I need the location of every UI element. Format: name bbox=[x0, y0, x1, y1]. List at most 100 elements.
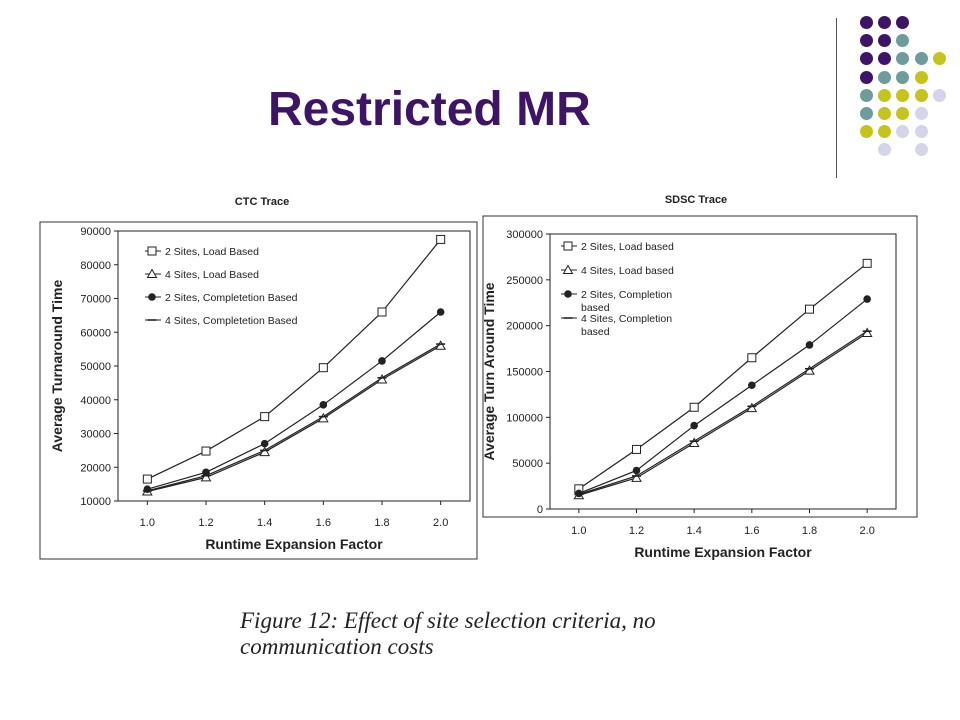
legend-entry-label: 4 Sites, Load based bbox=[581, 265, 674, 277]
series-1-point bbox=[377, 307, 387, 317]
decorative-dot-teal bbox=[860, 88, 873, 102]
sdsc-trace-chart: SDSC Trace 0 50000 100000 150000 200000 250000… bbox=[481, 185, 923, 580]
decorative-dot-teal bbox=[914, 52, 928, 66]
series-line-1 bbox=[147, 239, 442, 480]
y-tick-label: 90000 bbox=[80, 226, 111, 238]
series-1-point bbox=[318, 363, 328, 373]
series-3-point bbox=[863, 295, 871, 303]
sdsc-trace-chart-svg: SDSC Trace 0 50000 100000 150000 200000 250000… bbox=[481, 194, 918, 560]
y-tick-label: 70000 bbox=[80, 294, 111, 306]
legend-marker bbox=[563, 241, 573, 251]
x-tick-label: 1.6 bbox=[316, 517, 331, 529]
decorative-divider-line bbox=[836, 18, 837, 178]
y-tick-label: 50000 bbox=[512, 458, 543, 470]
decorative-dot-olive bbox=[932, 52, 946, 66]
decorative-dot-teal bbox=[896, 34, 910, 48]
decorative-dot-teal bbox=[878, 70, 892, 84]
series-3-point bbox=[202, 468, 210, 477]
plot-area bbox=[549, 233, 897, 510]
ctc-trace-chart: CTC Trace 10000 20000 30000 40000 50000 60000 7… bbox=[39, 185, 480, 580]
series-3-point bbox=[260, 439, 269, 448]
x-tick-label: 2.0 bbox=[433, 517, 448, 529]
x-tick-label: 1.2 bbox=[198, 517, 213, 529]
decorative-dot-lavender bbox=[914, 143, 928, 157]
legend-entry-label: 2 Sites, Load Based bbox=[165, 246, 259, 258]
series-3-point bbox=[378, 357, 386, 365]
series-line-3 bbox=[147, 311, 442, 490]
decorative-dot-purple bbox=[860, 16, 873, 29]
y-tick-label: 250000 bbox=[506, 275, 543, 287]
y-tick-label: 300000 bbox=[506, 229, 543, 241]
decorative-dot-purple bbox=[878, 52, 892, 66]
series-1-point bbox=[747, 353, 757, 363]
series-1-point bbox=[436, 234, 446, 244]
decorative-dot-purple bbox=[878, 16, 892, 29]
decorative-dot-olive bbox=[896, 88, 910, 102]
x-tick-label: 1.4 bbox=[257, 517, 272, 529]
decorative-dot-lavender bbox=[914, 107, 928, 120]
series-1-point bbox=[805, 304, 814, 314]
decorative-dot-teal bbox=[896, 70, 910, 84]
decorative-dot-teal bbox=[896, 52, 910, 66]
ctc-trace-chart-svg: CTC Trace 10000 20000 30000 40000 50000 60000 7… bbox=[39, 196, 478, 560]
y-tick-label: 100000 bbox=[506, 412, 543, 424]
decorative-dot-teal bbox=[860, 107, 873, 120]
decorative-dot-olive bbox=[896, 107, 910, 120]
series-line-4 bbox=[578, 330, 868, 495]
decorative-dot-purple bbox=[860, 70, 873, 84]
legend-entry-label: 4 Sites, Completion based bbox=[581, 313, 672, 338]
y-tick-label: 80000 bbox=[80, 260, 111, 272]
x-tick-label: 1.8 bbox=[374, 517, 389, 529]
decorative-dot-olive bbox=[878, 107, 892, 120]
series-line-3 bbox=[578, 298, 868, 494]
decorative-dot-lavender bbox=[896, 125, 910, 139]
chart-title: CTC Trace bbox=[235, 196, 289, 208]
x-tick-label: 2.0 bbox=[860, 525, 875, 537]
decorative-dot-purple bbox=[896, 16, 910, 29]
decorative-dot-olive bbox=[878, 125, 892, 139]
series-line-4 bbox=[147, 343, 441, 492]
x-tick-label: 1.6 bbox=[744, 525, 759, 537]
x-axis-label: Runtime Expansion Factor bbox=[205, 536, 383, 552]
y-axis-label: Average Turnaround Time bbox=[49, 280, 65, 453]
legend-entry-label: 2 Sites, Completetion Based bbox=[165, 292, 298, 304]
series-line-2 bbox=[578, 332, 868, 496]
x-tick-label: 1.8 bbox=[802, 525, 817, 537]
y-tick-label: 50000 bbox=[80, 361, 111, 373]
x-tick-label: 1.0 bbox=[571, 525, 586, 537]
decorative-dot-lavender bbox=[914, 125, 928, 139]
decorative-dot-olive bbox=[914, 70, 928, 84]
x-tick-label: 1.0 bbox=[140, 517, 155, 529]
y-tick-label: 150000 bbox=[506, 367, 543, 379]
y-tick-label: 30000 bbox=[80, 429, 111, 441]
x-axis-label: Runtime Expansion Factor bbox=[634, 544, 812, 560]
decorative-dot-purple bbox=[860, 52, 873, 66]
y-tick-label: 60000 bbox=[80, 327, 111, 339]
y-tick-label: 0 bbox=[537, 504, 543, 516]
legend-entry-label: 4 Sites, Load Based bbox=[165, 269, 259, 281]
series-1-point bbox=[201, 446, 211, 456]
legend-entry-label: 4 Sites, Completetion Based bbox=[165, 315, 298, 327]
x-tick-label: 1.2 bbox=[629, 525, 644, 537]
figure-caption: Figure 12: Effect of site selection crit… bbox=[240, 608, 656, 659]
legend-marker bbox=[146, 268, 158, 278]
legend-marker bbox=[564, 290, 572, 298]
decorative-dot-olive bbox=[914, 88, 928, 102]
decorative-dot-olive bbox=[878, 88, 892, 102]
slide-title: Restricted MR bbox=[268, 83, 591, 136]
y-tick-label: 10000 bbox=[80, 496, 111, 508]
legend-entry-label: 2 Sites, Load based bbox=[581, 241, 674, 253]
series-3-point bbox=[319, 401, 328, 409]
legend-marker bbox=[147, 246, 157, 256]
series-1-point bbox=[142, 474, 152, 484]
decorative-dot-purple bbox=[860, 34, 873, 48]
series-3-point bbox=[632, 466, 641, 475]
series-1-point bbox=[260, 412, 270, 422]
series-1-point bbox=[632, 444, 641, 454]
series-3-point bbox=[436, 308, 445, 316]
series-3-point bbox=[143, 485, 152, 493]
series-3-point bbox=[575, 489, 583, 498]
series-3-point bbox=[690, 421, 698, 430]
chart-title: SDSC Trace bbox=[665, 194, 727, 206]
decorative-dot-lavender bbox=[932, 88, 946, 102]
